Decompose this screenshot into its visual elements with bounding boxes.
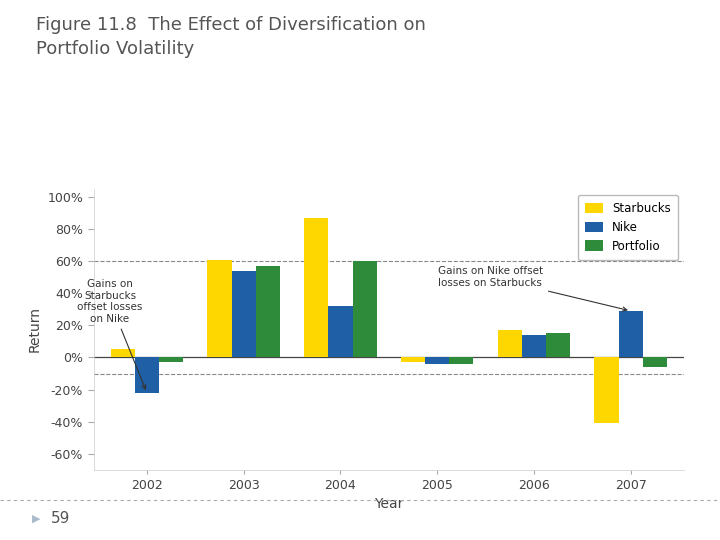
Bar bbox=[449, 357, 474, 364]
Bar bbox=[353, 261, 377, 357]
Bar bbox=[546, 333, 570, 357]
Bar bbox=[643, 357, 667, 367]
Bar bbox=[618, 311, 643, 357]
Bar bbox=[207, 260, 232, 357]
Text: ▶: ▶ bbox=[32, 514, 41, 523]
Bar bbox=[401, 357, 425, 362]
Bar bbox=[111, 349, 135, 357]
Text: 59: 59 bbox=[50, 511, 70, 526]
Bar bbox=[595, 357, 618, 423]
Bar bbox=[304, 218, 328, 357]
Bar bbox=[498, 330, 522, 357]
Text: Gains on Nike offset
losses on Starbucks: Gains on Nike offset losses on Starbucks bbox=[438, 266, 627, 311]
Text: Figure 11.8  The Effect of Diversification on
Portfolio Volatility: Figure 11.8 The Effect of Diversificatio… bbox=[36, 16, 426, 58]
Bar bbox=[522, 335, 546, 357]
Bar bbox=[232, 271, 256, 357]
Y-axis label: Return: Return bbox=[28, 306, 42, 353]
X-axis label: Year: Year bbox=[374, 497, 403, 511]
Bar bbox=[135, 357, 159, 393]
Bar bbox=[328, 306, 353, 357]
Legend: Starbucks, Nike, Portfolio: Starbucks, Nike, Portfolio bbox=[578, 195, 678, 260]
Text: Gains on
Starbucks
offset losses
on Nike: Gains on Starbucks offset losses on Nike bbox=[77, 279, 145, 389]
Bar bbox=[425, 357, 449, 364]
Bar bbox=[256, 266, 280, 357]
Bar bbox=[159, 357, 183, 362]
